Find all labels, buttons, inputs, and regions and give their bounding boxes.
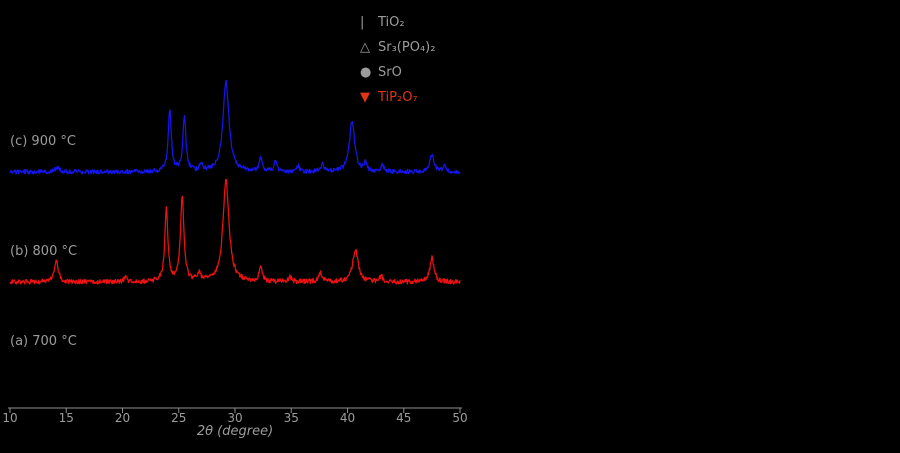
- legend-marker-icon: △: [360, 40, 370, 55]
- x-tick-label: 25: [171, 411, 187, 425]
- legend-label: TiO₂: [378, 15, 405, 30]
- x-tick-label: 45: [396, 411, 412, 425]
- x-tick-label: 40: [339, 411, 356, 425]
- legend: | TiO₂ △ Sr₃(PO₄)₂ ● SrO ▼ TiP₂O₇: [360, 10, 435, 110]
- series-label: (c) 900 °C: [10, 134, 76, 149]
- x-tick-label: 20: [114, 411, 131, 425]
- xrd-trace: [9, 178, 461, 285]
- legend-marker-icon: ●: [360, 65, 372, 80]
- x-tick-label: 15: [58, 411, 74, 425]
- x-tick-label: 35: [283, 411, 299, 425]
- series-label: (b) 800 °C: [10, 244, 78, 259]
- legend-label: TiP₂O₇: [378, 90, 418, 105]
- x-tick-label: 30: [227, 411, 243, 425]
- x-axis-label: 2θ (degree): [196, 424, 274, 439]
- legend-marker-icon: ▼: [360, 90, 370, 105]
- x-tick-label: 50: [452, 411, 468, 425]
- legend-item: ● SrO: [360, 60, 435, 85]
- legend-item: | TiO₂: [360, 10, 435, 35]
- legend-item: △ Sr₃(PO₄)₂: [360, 35, 435, 60]
- series-label: (a) 700 °C: [10, 334, 77, 349]
- legend-marker-icon: |: [360, 15, 365, 30]
- legend-label: Sr₃(PO₄)₂: [378, 40, 436, 55]
- xrd-trace: [9, 79, 461, 175]
- xrd-trace: [9, 345, 461, 375]
- x-tick-label: 10: [2, 411, 18, 425]
- legend-label: SrO: [378, 65, 402, 80]
- legend-item: ▼ TiP₂O₇: [360, 85, 435, 110]
